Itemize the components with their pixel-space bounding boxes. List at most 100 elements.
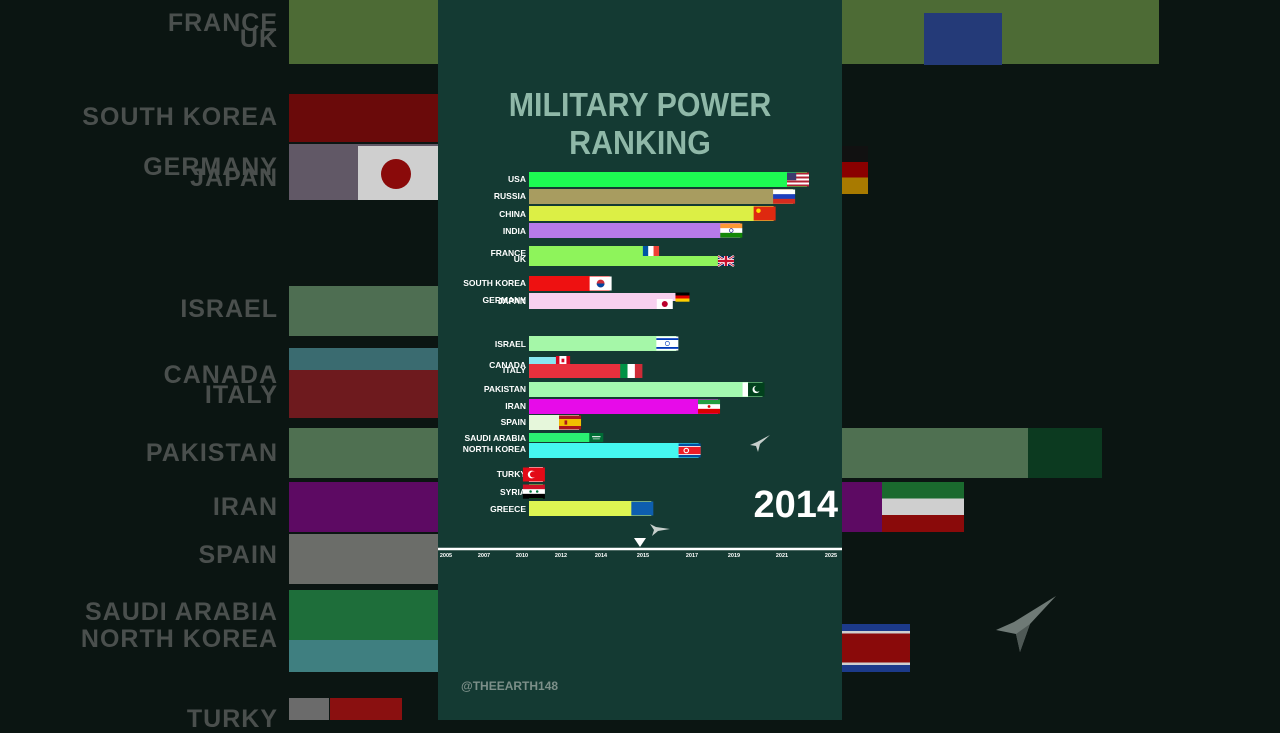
bar-label: SAUDI ARABIA <box>464 433 526 443</box>
bg-label-israel: ISRAEL <box>180 295 278 323</box>
bar-label: SPAIN <box>501 417 526 427</box>
bg-label-north-korea: NORTH KOREA <box>80 625 278 653</box>
timeline-tick: 2015 <box>637 553 649 559</box>
bar-uk <box>529 256 732 266</box>
bar-italy <box>529 364 641 378</box>
bar-india <box>529 223 741 238</box>
china-flag-icon <box>753 206 776 221</box>
bg-label-japan: JAPAN <box>190 164 278 192</box>
bar-greece <box>529 501 652 516</box>
bg-bar-north-korea <box>289 640 439 672</box>
year-label: 2014 <box>753 484 838 526</box>
germany-flag-icon <box>675 292 690 302</box>
bar-israel <box>529 336 677 351</box>
bar-france <box>529 246 657 256</box>
iran-flag-icon <box>698 399 721 414</box>
timeline-tick: 2019 <box>728 553 740 559</box>
bar-label: SYRIA <box>500 487 526 497</box>
spain-flag-icon <box>559 415 582 430</box>
bar-iran <box>529 399 719 414</box>
timeline-tick: 2010 <box>516 553 528 559</box>
bg-bar-italy <box>289 370 439 418</box>
bg-label-france: FRANCE <box>167 9 278 37</box>
bg-label-turky: TURKY <box>186 705 278 733</box>
bg-flag-pakistan <box>1028 428 1102 478</box>
japan-flag-icon <box>656 299 673 309</box>
saudi-arabia-flag-icon <box>589 433 604 442</box>
bar-label: PAKISTAN <box>484 384 526 394</box>
bg-label-canada: CANADA <box>163 361 278 389</box>
bg-bar-israel <box>289 286 439 336</box>
timeline-tick: 2017 <box>686 553 698 559</box>
bg-flag-turky <box>330 698 402 720</box>
bar-russia <box>529 189 794 204</box>
bar-label: RUSSIA <box>494 191 526 201</box>
timeline-tick: 2021 <box>776 553 788 559</box>
bg-label-italy: ITALY <box>204 381 278 409</box>
bar-label: CANADA <box>489 360 526 370</box>
bar-saudi-arabia <box>529 433 602 442</box>
us-flag-icon <box>787 172 809 187</box>
timeline-tick: 2025 <box>825 553 837 559</box>
bg-bar-spain <box>289 534 439 584</box>
timeline-marker-icon <box>634 538 646 547</box>
bar-label: GREECE <box>490 504 526 514</box>
bg-label-pakistan: PAKISTAN <box>145 439 278 467</box>
syria-flag-icon <box>522 484 545 499</box>
timeline-tick: 2014 <box>595 553 608 559</box>
jet-icon <box>750 435 770 452</box>
italy-flag-icon <box>620 364 643 378</box>
bg-jet-icon <box>996 596 1056 652</box>
bar-north-korea <box>529 443 699 458</box>
bar-china <box>529 206 774 221</box>
south-korea-flag-icon <box>589 276 612 291</box>
bar-label: TURKY <box>497 469 527 479</box>
bg-bar-south-korea <box>289 94 439 142</box>
bg-label-germany: GERMANY <box>143 153 278 181</box>
north-korea-flag-icon <box>678 443 701 458</box>
bg-bar-canada <box>289 348 439 370</box>
pakistan-flag-icon <box>742 382 765 397</box>
bg-label-saudi-arabia: SAUDI ARABIA <box>84 598 278 626</box>
timeline-tick: 2005 <box>440 553 452 559</box>
bg-flag-uk <box>924 13 1002 65</box>
bg-bar-saudi <box>289 590 439 640</box>
bar-label: NORTH KOREA <box>463 444 526 454</box>
bar-label: INDIA <box>503 226 526 236</box>
bg-label-spain: SPAIN <box>198 541 278 569</box>
bg-label-uk: UK <box>239 25 278 53</box>
timeline-tick: 2012 <box>555 553 567 559</box>
bar-south-korea <box>529 276 610 291</box>
bg-flag-japan-dot <box>381 159 411 189</box>
bar-canada <box>529 357 568 364</box>
france-flag-icon <box>642 246 660 256</box>
canada-flag-icon <box>555 356 571 365</box>
bar-label: CHINA <box>499 209 526 219</box>
india-flag-icon <box>720 223 743 238</box>
bar-label: JAPAN <box>498 296 526 306</box>
bar-germany <box>529 293 688 301</box>
channel-handle: @THEEARTH148 <box>461 679 559 693</box>
bg-label-south-korea: SOUTH KOREA <box>82 103 278 131</box>
bar-label: ITALY <box>503 365 526 375</box>
bar-label: IRAN <box>505 401 526 411</box>
bar-label: GERMANY <box>483 295 527 305</box>
bg-flag-iran <box>882 482 964 532</box>
timeline-tick: 2007 <box>478 553 490 559</box>
bar-label: SOUTH KOREA <box>463 278 526 288</box>
uk-flag-icon <box>717 254 735 268</box>
israel-flag-icon <box>656 336 679 351</box>
bg-label-iran: IRAN <box>212 493 278 521</box>
bar-pakistan <box>529 382 763 397</box>
bar-label: FRANCE <box>491 248 527 258</box>
bar-label: ISRAEL <box>495 339 526 349</box>
turkey-flag-icon <box>522 467 545 482</box>
jet-icon <box>650 524 670 536</box>
bar-label: USA <box>508 174 526 184</box>
greece-flag-icon <box>631 501 654 516</box>
russia-flag-icon <box>773 189 796 204</box>
chart-panel: MILITARY POWER RANKING USA RUSSIA CHINA IND… <box>438 0 842 720</box>
bar-japan <box>529 299 671 309</box>
bar-usa <box>529 172 807 187</box>
